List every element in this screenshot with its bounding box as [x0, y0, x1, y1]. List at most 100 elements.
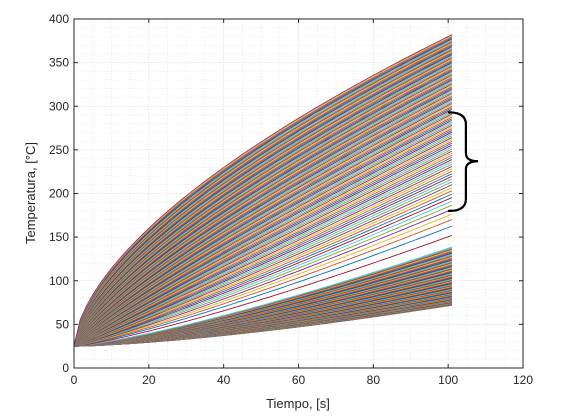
- series-line: [73, 130, 453, 347]
- series-line: [73, 62, 453, 347]
- series-line: [73, 46, 453, 347]
- series-line: [73, 142, 453, 347]
- brace-annotation: [447, 111, 479, 213]
- series-line: [73, 234, 453, 347]
- series-line: [73, 166, 453, 347]
- series-line: [73, 116, 453, 347]
- series-line: [73, 100, 453, 347]
- series-line: [73, 78, 453, 347]
- series-line: [73, 70, 453, 347]
- y-tick-label: 50: [56, 317, 70, 331]
- series-line: [73, 64, 453, 347]
- y-tick-label: 350: [49, 56, 69, 70]
- series-line: [73, 74, 453, 347]
- y-axis-title: Temperatura, [°C]: [23, 142, 38, 244]
- y-tick-label: 100: [49, 274, 69, 288]
- series-line: [73, 193, 453, 347]
- series-line: [73, 39, 453, 347]
- series-line: [73, 51, 453, 347]
- series-line: [73, 36, 453, 347]
- series-line: [73, 49, 453, 347]
- series-line: [73, 82, 453, 347]
- series-line: [73, 45, 453, 347]
- series-lines: [73, 34, 453, 347]
- series-line: [73, 246, 453, 347]
- series-line: [73, 107, 453, 347]
- series-line: [73, 204, 453, 347]
- series-line: [73, 47, 453, 347]
- series-line: [73, 184, 453, 347]
- series-line: [73, 94, 453, 347]
- series-line: [73, 168, 453, 347]
- series-line: [73, 209, 453, 347]
- y-tick-label: 400: [49, 12, 69, 26]
- series-line: [73, 42, 453, 347]
- series-line: [73, 135, 453, 347]
- series-line: [73, 150, 453, 347]
- series-line: [73, 133, 453, 347]
- series-line: [73, 37, 453, 347]
- series-line: [73, 59, 453, 347]
- series-line: [73, 83, 453, 347]
- x-tick-label: 120: [513, 373, 533, 387]
- series-line: [73, 175, 453, 347]
- series-line: [73, 77, 453, 347]
- series-line: [73, 67, 453, 347]
- series-line: [73, 156, 453, 347]
- brace-marker: [447, 111, 479, 213]
- series-line: [73, 115, 453, 347]
- series-line: [73, 97, 453, 347]
- series-line: [73, 144, 453, 347]
- series-line: [73, 72, 453, 347]
- series-line: [73, 103, 453, 347]
- series-line: [73, 98, 453, 347]
- series-line: [73, 213, 453, 347]
- series-line: [73, 65, 453, 347]
- series-line: [73, 81, 453, 347]
- series-line: [73, 219, 453, 347]
- series-line: [73, 75, 453, 347]
- series-line: [73, 44, 453, 347]
- series-line: [73, 170, 453, 347]
- series-line: [73, 197, 453, 347]
- x-tick-label: 60: [292, 373, 306, 387]
- series-line: [73, 53, 453, 347]
- series-line: [73, 101, 453, 347]
- x-tick-label: 0: [71, 373, 78, 387]
- y-tick-label: 0: [62, 361, 69, 375]
- series-line: [73, 105, 453, 347]
- series-line: [73, 40, 453, 347]
- series-line: [73, 61, 453, 347]
- series-line: [73, 190, 453, 347]
- y-tick-label: 200: [49, 187, 69, 201]
- series-line: [73, 119, 453, 347]
- series-line: [73, 187, 453, 347]
- series-line: [73, 110, 453, 347]
- series-line: [73, 38, 453, 347]
- series-line: [73, 95, 453, 347]
- series-line: [73, 123, 453, 347]
- series-line: [73, 91, 453, 347]
- series-line: [73, 146, 453, 347]
- series-line: [73, 121, 453, 347]
- series-line: [73, 56, 453, 347]
- series-line: [73, 86, 453, 347]
- series-line: [73, 90, 453, 347]
- series-line: [73, 104, 453, 347]
- y-tick-label: 250: [49, 143, 69, 157]
- series-line: [73, 148, 453, 347]
- series-line: [73, 88, 453, 347]
- series-line: [73, 225, 453, 347]
- series-line: [73, 48, 453, 347]
- series-line: [73, 128, 453, 347]
- series-line: [73, 112, 453, 347]
- x-axis-title: Tiempo, [s]: [266, 396, 330, 411]
- series-line: [73, 137, 453, 347]
- series-line: [73, 84, 453, 347]
- series-line: [73, 93, 453, 347]
- series-line: [73, 73, 453, 347]
- series-line: [73, 126, 453, 347]
- series-line: [73, 131, 453, 347]
- x-tick-label: 80: [367, 373, 381, 387]
